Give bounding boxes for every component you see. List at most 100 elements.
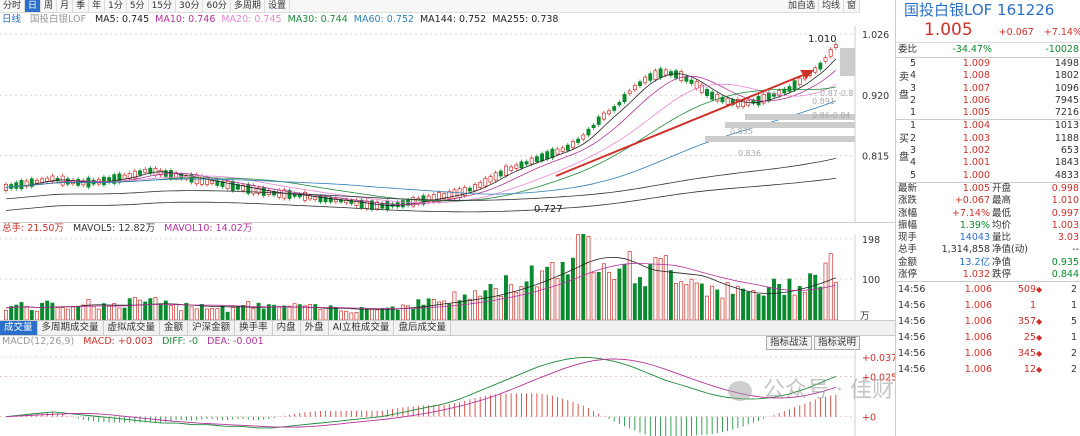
- book-row[interactable]: 3 1.002 653: [908, 145, 1080, 157]
- book-volume: 1498: [1054, 58, 1079, 69]
- toolbar-button-2[interactable]: 窗: [844, 0, 860, 12]
- tick-price: 1.006: [964, 284, 992, 296]
- period-tab-1[interactable]: 日: [25, 0, 42, 12]
- volume-bar: [668, 270, 673, 320]
- book-price: 1.001: [962, 157, 990, 169]
- volume-bar: [735, 286, 740, 320]
- period-tab-7[interactable]: 5分: [127, 0, 149, 12]
- volume-bar: [725, 282, 730, 320]
- candle-body: [581, 134, 586, 140]
- volume-tab-8[interactable]: AI立桩成交量: [329, 321, 395, 335]
- volume-tab-4[interactable]: 沪深金额: [188, 321, 236, 335]
- toolbar-button-0[interactable]: 加自选: [785, 0, 819, 12]
- candlestick-chart[interactable]: 1.026 0.920 0.815 1.010 0.727 0.87-0.8 0.86-0.…: [0, 26, 895, 222]
- stat-row: 涨跌 +0.067 最高 1.010: [896, 195, 1080, 207]
- period-tab-4[interactable]: 季: [73, 0, 90, 12]
- candle-body: [498, 170, 503, 177]
- buy-label: 买盘: [896, 133, 908, 170]
- period-tab-6[interactable]: 1分: [105, 0, 127, 12]
- indicator-strategy-button[interactable]: 指标战法: [766, 336, 813, 350]
- book-row[interactable]: 5 1.009 1498: [908, 58, 1080, 70]
- volume-chart[interactable]: 198 100: [0, 234, 895, 320]
- volume-tab-2[interactable]: 虚拟成交量: [104, 321, 161, 335]
- volume-bar: [560, 261, 565, 320]
- candle-body: [612, 106, 617, 111]
- period-tab-3[interactable]: 月: [57, 0, 74, 12]
- volume-tab-0[interactable]: 成交量: [0, 321, 38, 335]
- stat-label: 净值: [992, 256, 1012, 268]
- book-price: 1.006: [962, 94, 990, 106]
- volume-tab-9[interactable]: 盘后成交量: [394, 321, 451, 335]
- book-row[interactable]: 3 1.007 1096: [908, 83, 1080, 95]
- stat-value: 13.2亿: [959, 256, 990, 268]
- volume-bar: [122, 307, 127, 320]
- volume-bar: [431, 299, 436, 320]
- book-row[interactable]: 2 1.006 7945: [908, 95, 1080, 107]
- volume-bar: [808, 273, 813, 320]
- book-row[interactable]: 2 1.003 1188: [908, 133, 1080, 145]
- period-tab-2[interactable]: 周: [41, 0, 58, 12]
- book-price: 1.009: [962, 58, 990, 69]
- candle-body: [534, 156, 539, 162]
- period-tab-8[interactable]: 15分: [149, 0, 177, 12]
- period-tab-0[interactable]: 分时: [0, 0, 26, 12]
- book-row[interactable]: 4 1.008 1802: [908, 70, 1080, 82]
- macd-chart[interactable]: +0.037 +0.025 +0: [0, 349, 895, 436]
- legend-security-name: 国投白银LOF: [30, 14, 86, 25]
- candle-body: [235, 184, 240, 190]
- candle-body: [411, 197, 416, 207]
- toolbar-button-1[interactable]: 均线: [819, 0, 844, 12]
- indicator-help-button[interactable]: 指标说明: [814, 336, 861, 350]
- volume-tab-7[interactable]: 外盘: [301, 321, 329, 335]
- candle-body: [50, 175, 55, 183]
- volume-tab-1[interactable]: 多周期成交量: [38, 321, 104, 335]
- price-change: +0.067: [998, 27, 1034, 38]
- weicha-value: -10028: [1045, 44, 1079, 55]
- ma-legend-item: MA144: 0.752: [419, 14, 487, 25]
- volume-tab-3[interactable]: 金额: [160, 321, 189, 335]
- volume-bar: [705, 295, 709, 320]
- volume-bar: [127, 298, 132, 320]
- volume-bar: [29, 310, 34, 320]
- book-row[interactable]: 1 1.005 7216: [908, 107, 1080, 119]
- volume-bar: [24, 306, 29, 320]
- candle-body: [452, 189, 457, 199]
- period-tab-9[interactable]: 30分: [176, 0, 204, 12]
- book-row[interactable]: 5 1.000 4833: [908, 170, 1080, 182]
- tick-volume: 1: [1029, 300, 1036, 312]
- macd-axis-label: +0: [862, 413, 876, 424]
- security-name: 国投白银LOF: [904, 1, 993, 19]
- candle-body: [132, 170, 137, 179]
- stat-row: 总手 1,314,858 净值(动) --: [896, 244, 1080, 256]
- volume-bar: [50, 302, 55, 320]
- tick-price: 1.006: [964, 300, 992, 312]
- book-row[interactable]: 4 1.001 1843: [908, 157, 1080, 169]
- volume-bar: [251, 308, 256, 320]
- period-tab-11[interactable]: 多周期: [231, 0, 265, 12]
- candle-body: [127, 173, 132, 180]
- volume-bar: [689, 278, 694, 320]
- period-tab-10[interactable]: 60分: [203, 0, 231, 12]
- volume-bar: [4, 310, 8, 320]
- candle-body: [488, 176, 493, 183]
- candle-body: [519, 161, 524, 169]
- volume-bar: [34, 310, 39, 320]
- volume-tab-6[interactable]: 内盘: [273, 321, 301, 335]
- period-tab-12[interactable]: 设置: [265, 0, 290, 12]
- stat-label: 净值(动): [992, 244, 1028, 256]
- book-row[interactable]: 1 1.004 1013: [908, 120, 1080, 132]
- volume-tab-5[interactable]: 换手率: [235, 321, 273, 335]
- candle-body: [24, 180, 29, 187]
- candle-body: [777, 90, 782, 96]
- period-tab-5[interactable]: 年: [89, 0, 106, 12]
- buy-rows: 1 1.004 1013 2 1.003 1188 3 1.002 653 4 1.001 1843 5…: [908, 120, 1080, 181]
- ma-line: [5, 83, 836, 204]
- book-price: 1.008: [962, 70, 990, 82]
- tick-count: 2: [1070, 364, 1077, 376]
- ma-line: [5, 86, 836, 202]
- book-level: 3: [910, 82, 917, 94]
- volume-bar: [545, 266, 550, 320]
- tick-count: 2: [1070, 348, 1077, 360]
- volume-unit: 万: [860, 311, 870, 322]
- tick-flag-icon: [1036, 298, 1048, 314]
